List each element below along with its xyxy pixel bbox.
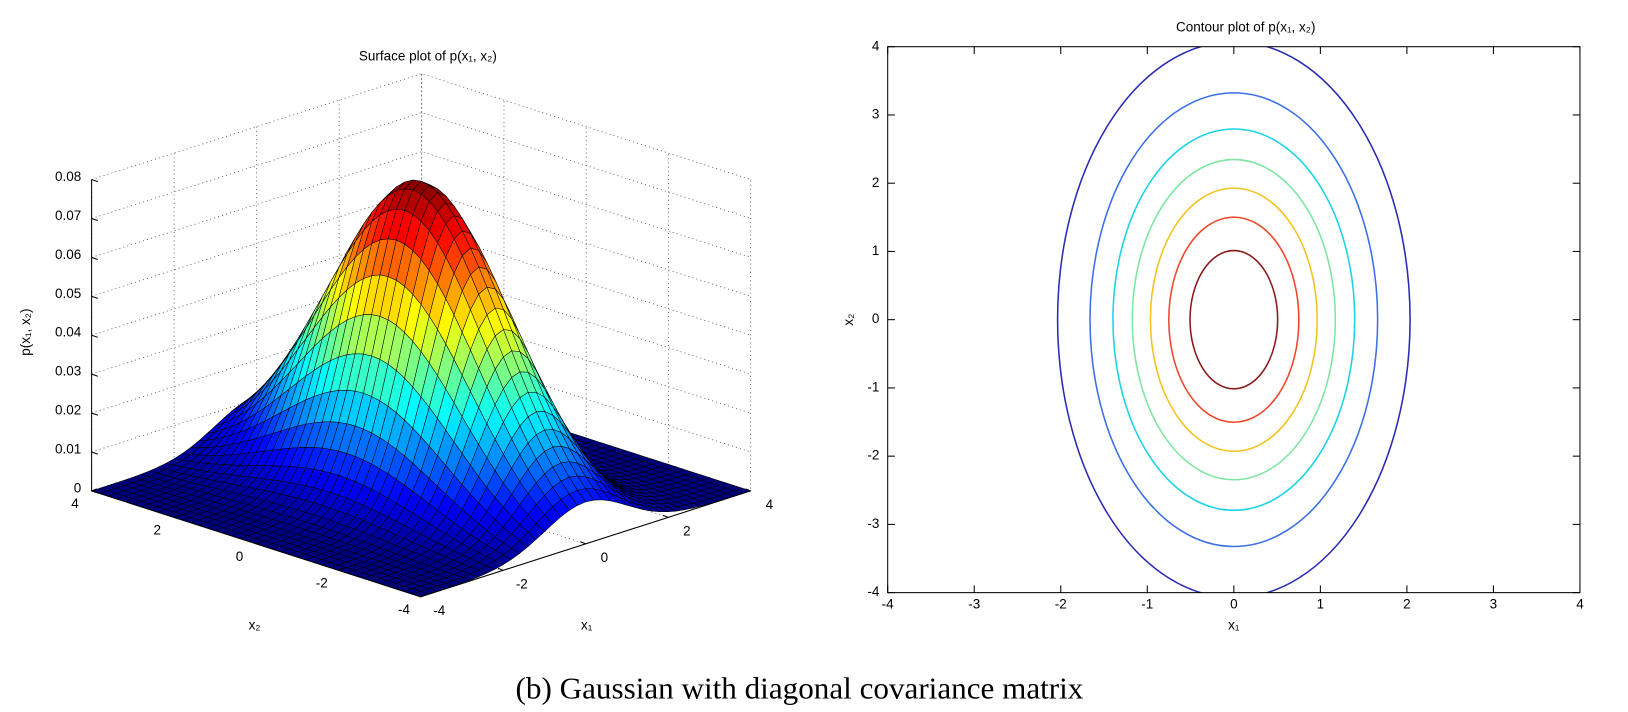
chart-title: Surface plot of p(x₁, x₂) [359, 49, 497, 64]
tick-mark [420, 594, 427, 598]
tick-mark [91, 295, 99, 299]
tick-mark [91, 488, 98, 492]
tick-mark [91, 217, 99, 222]
x-tick-label: -2 [516, 576, 528, 591]
x-tick-label: -4 [882, 597, 894, 612]
y-tick-label: -1 [867, 379, 879, 394]
x-tick-label: -3 [968, 597, 980, 612]
contour-line [1149, 187, 1319, 453]
tick-mark [91, 451, 99, 455]
tick-mark [91, 373, 99, 377]
x-tick-label: 4 [766, 497, 774, 512]
x-tick-label: -1 [1141, 597, 1153, 612]
y-tick-label: 4 [71, 496, 79, 511]
z-tick-label: 0.07 [55, 208, 81, 223]
z-tick-label: 0.02 [55, 403, 81, 418]
y-tick-label: -3 [867, 516, 879, 531]
y-tick-label: 0 [872, 311, 880, 326]
z-tick-label: 0.05 [55, 286, 81, 301]
contour-line [1131, 158, 1337, 481]
x-tick-label: 3 [1490, 597, 1497, 612]
z-tick-label: 0 [74, 480, 81, 495]
z-tick-label: 0.01 [55, 441, 81, 456]
z-tick-label: 0.08 [55, 169, 81, 184]
x-tick-label: -2 [1055, 597, 1067, 612]
y-axis-label: x₂ [249, 617, 261, 632]
y-tick-label: 3 [872, 107, 880, 122]
tick-mark [338, 567, 344, 571]
z-axis-label: p(x₁, x₂) [18, 309, 33, 356]
tick-mark [91, 334, 99, 338]
contour-plot: Contour plot of p(x₁, x₂) -4 -3 -2 -1 0 1 2 3 4 -4… [841, 20, 1584, 633]
y-tick-label: 4 [872, 38, 880, 53]
caption: (b) Gaussian with diagonal covariance ma… [516, 670, 1084, 705]
x-tick-label: 4 [1576, 597, 1584, 612]
x-tick-label: 1 [1317, 597, 1324, 612]
tick-mark [173, 514, 180, 518]
tick-mark [91, 412, 99, 416]
contour-line [1168, 216, 1300, 424]
grid-line [91, 73, 751, 180]
tick-mark [415, 594, 421, 598]
z-tick-label: 0.04 [55, 325, 82, 340]
tick-mark [662, 514, 669, 518]
z-tick-label: 0.06 [55, 247, 81, 262]
contour-line [1089, 92, 1379, 548]
tick-mark [91, 179, 99, 183]
y-tick-label: 2 [154, 522, 162, 537]
contours [1056, 46, 1411, 593]
y-tick-label: 1 [872, 243, 880, 258]
x-tick-label: -4 [433, 603, 445, 618]
tick-mark [255, 541, 262, 545]
tick-mark [91, 490, 99, 494]
x-axis-label: x₁ [1228, 617, 1240, 632]
x-tick-label: 0 [601, 550, 609, 565]
tick-mark [580, 541, 586, 545]
contour-line [1112, 128, 1356, 512]
y-tick-label: -2 [867, 448, 879, 463]
tick-mark [497, 567, 504, 571]
y-tick-label: 0 [236, 549, 243, 564]
y-tick-label: -4 [398, 602, 410, 617]
contour-line [1189, 249, 1279, 390]
y-tick-label: -2 [316, 575, 328, 590]
x-tick-label: 2 [683, 523, 691, 538]
x-axis-label: x₁ [581, 617, 593, 632]
y-tick-label: 2 [872, 175, 880, 190]
y-axis-label: x₂ [841, 314, 856, 326]
x-tick-label: 0 [1230, 597, 1238, 612]
chart-title: Contour plot of p(x₁, x₂) [1176, 20, 1315, 35]
contour-line [1056, 46, 1411, 593]
surface-plot: Surface plot of p(x₁, x₂) 0 0.01 0.02 0.03 0.… [18, 49, 774, 633]
z-tick-label: 0.03 [55, 364, 81, 379]
tick-mark [91, 256, 99, 260]
tick-mark [745, 488, 751, 492]
x-tick-label: 2 [1403, 597, 1411, 612]
y-tick-label: -4 [867, 584, 879, 599]
